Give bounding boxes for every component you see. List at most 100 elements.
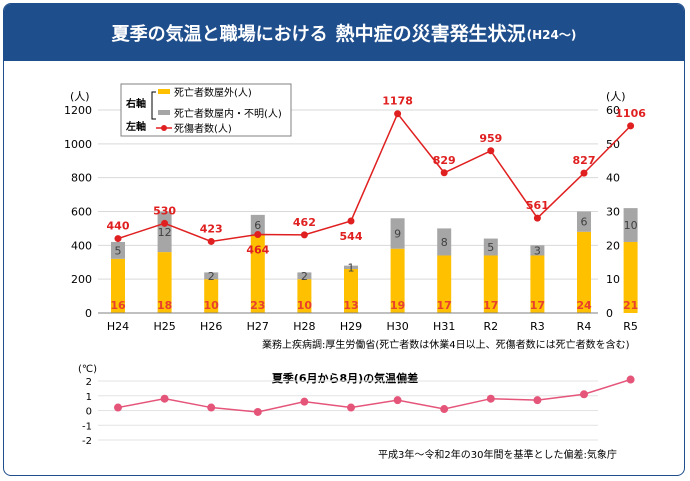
temp-chart-title: 夏季(6月から8月)の気温偏差 <box>272 371 418 385</box>
left-tick-label: 400 <box>71 239 92 252</box>
x-tick-label: H27 <box>247 320 269 333</box>
casualties-value-label: 829 <box>433 154 456 167</box>
left-tick-label: 1200 <box>64 104 92 117</box>
bar-outside <box>111 258 125 313</box>
legend-bracket <box>151 91 156 120</box>
casualties-point <box>254 231 262 239</box>
left-axis-unit: (人) <box>70 90 90 103</box>
right-tick-label: 10 <box>606 273 620 286</box>
x-tick-label: H26 <box>200 320 222 333</box>
left-tick-label: 600 <box>71 206 92 219</box>
outside-value-label: 23 <box>250 299 265 312</box>
bar-inside <box>530 245 545 256</box>
bar-inside <box>577 211 591 232</box>
casualties-point <box>627 122 635 130</box>
temp-point <box>347 403 355 412</box>
outside-value-label: 16 <box>110 299 126 312</box>
inside-value-label: 2 <box>208 270 215 283</box>
bar-inside <box>204 272 219 280</box>
casualties-value-label: 1106 <box>615 107 646 120</box>
casualties-point <box>347 217 355 225</box>
temp-source-note: 平成3年〜令和2年の30年間を基準とした偏差:気象庁 <box>378 450 617 461</box>
temp-tick-label: -2 <box>82 436 92 447</box>
right-axis-unit: (人) <box>606 90 626 103</box>
bar-outside <box>390 248 405 313</box>
x-tick-label: H30 <box>386 320 408 333</box>
x-tick-label: H31 <box>433 320 455 333</box>
outside-value-label: 21 <box>623 299 638 312</box>
bar-outside <box>483 255 498 313</box>
temp-point <box>486 394 495 403</box>
temp-point <box>300 397 309 406</box>
inside-value-label: 3 <box>534 244 541 257</box>
x-tick-label: H29 <box>340 320 362 333</box>
legend-swatch-point <box>161 125 167 131</box>
inside-value-label: 12 <box>158 226 172 239</box>
bar-inside <box>250 214 265 236</box>
temp-line <box>117 378 631 413</box>
legend-box <box>120 83 292 137</box>
temp-tick-label: 2 <box>86 377 92 388</box>
right-tick-label: 60 <box>606 104 620 117</box>
temp-tick-label: 0 <box>86 407 92 418</box>
bar-outside <box>437 255 452 313</box>
bar-outside <box>250 235 265 313</box>
right-tick-label: 0 <box>606 307 613 320</box>
bar-outside <box>344 269 358 313</box>
casualties-value-label: 561 <box>526 199 549 212</box>
chart-frame: 夏季の気温と職場における 熱中症の災害発生状況 (H24〜) <box>3 3 685 476</box>
casualties-point <box>580 169 588 177</box>
inside-value-label: 10 <box>624 219 638 232</box>
main-source-note: 業務上疾病調:厚生労働省(死亡者数は休業4日以上、死傷者数には死亡者数を含む) <box>262 340 630 351</box>
casualties-value-label: 530 <box>153 204 176 217</box>
legend-left-axis-label: 左軸 <box>125 120 146 133</box>
temp-axis-unit: (℃) <box>78 364 97 375</box>
temp-tick-label: -1 <box>82 421 92 432</box>
temp-point <box>626 375 635 384</box>
legend-label-casualties: 死傷者数(人) <box>174 122 232 135</box>
left-tick-label: 1000 <box>64 138 92 151</box>
right-tick-label: 30 <box>606 206 620 219</box>
temp-point <box>440 405 449 414</box>
casualties-value-label: 544 <box>340 230 363 243</box>
outside-value-label: 13 <box>343 299 358 312</box>
inside-value-label: 9 <box>394 227 401 240</box>
casualties-point <box>394 110 402 118</box>
right-tick-label: 40 <box>606 172 620 185</box>
temp-point <box>393 396 402 405</box>
bar-inside <box>157 211 172 253</box>
casualties-line <box>117 112 632 243</box>
x-tick-label: R2 <box>483 320 498 333</box>
bar-inside <box>483 238 498 256</box>
outside-value-label: 17 <box>437 299 452 312</box>
temp-point <box>253 407 262 416</box>
casualties-point <box>487 147 495 155</box>
casualties-value-label: 827 <box>573 154 596 167</box>
x-tick-label: R4 <box>577 320 592 333</box>
bar-outside <box>577 231 591 313</box>
outside-value-label: 17 <box>530 299 545 312</box>
title-part2: 熱中症の災害発生状況 <box>335 23 526 45</box>
inside-value-label: 6 <box>254 219 261 232</box>
x-tick-label: R3 <box>530 320 545 333</box>
x-tick-label: R5 <box>623 320 638 333</box>
legend-label-inside: 死亡者数屋内・不明(人) <box>174 107 282 120</box>
bar-outside <box>530 255 545 313</box>
casualties-point <box>161 219 169 227</box>
legend-label-outside: 死亡者数屋外(人) <box>174 86 252 99</box>
bar-inside <box>437 228 452 256</box>
casualties-point <box>440 169 448 177</box>
inside-value-label: 6 <box>581 216 588 229</box>
casualties-point <box>300 231 308 239</box>
inside-value-label: 1 <box>348 261 355 274</box>
casualties-value-label: 959 <box>479 132 502 145</box>
title-part3: (H24〜) <box>526 28 577 42</box>
header-banner: 夏季の気温と職場における 熱中症の災害発生状況 (H24〜) <box>4 4 684 61</box>
casualties-value-label: 440 <box>107 220 130 233</box>
right-tick-label: 20 <box>606 239 620 252</box>
x-tick-label: H24 <box>107 320 129 333</box>
bar-outside <box>157 252 172 313</box>
legend-right-axis-label: 右軸 <box>125 97 146 110</box>
temp-point <box>580 390 588 399</box>
